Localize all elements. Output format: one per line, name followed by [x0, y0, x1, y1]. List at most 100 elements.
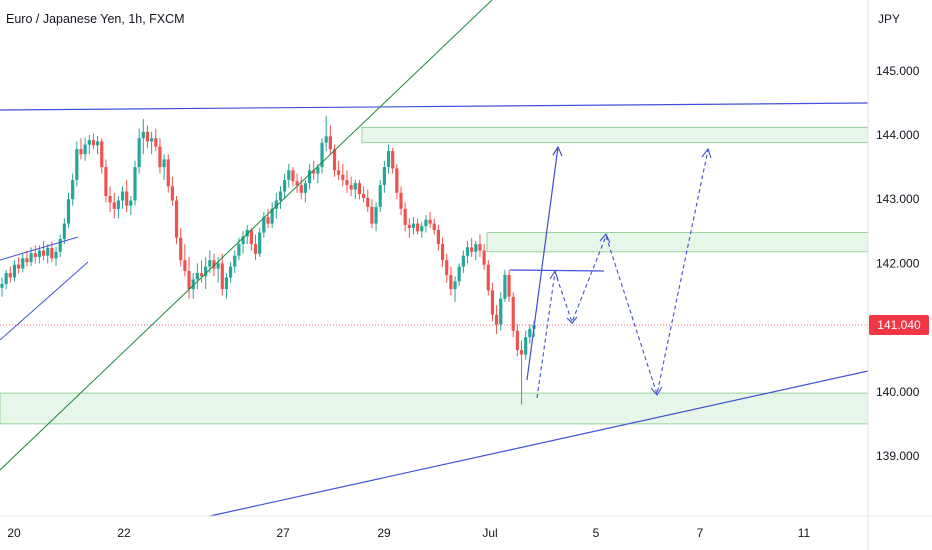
candle-body [403, 208, 407, 225]
candle-body [141, 131, 145, 139]
candle-body [120, 191, 125, 201]
projection-dashed-path[interactable] [536, 149, 709, 399]
candle-body [95, 141, 100, 146]
resistance-zone-top[interactable] [361, 126, 869, 144]
lower-support-trendline[interactable] [209, 370, 869, 517]
candle-body [270, 208, 274, 224]
candle-body [382, 167, 386, 186]
candle-body [75, 149, 79, 180]
candle-body [154, 138, 158, 147]
candle-body [62, 223, 66, 240]
projection-solid-arrow[interactable] [526, 145, 563, 381]
candle-body [162, 159, 166, 168]
candle-body [303, 183, 308, 193]
time-tick-label: 27 [276, 526, 290, 540]
candle-body [499, 298, 503, 325]
candle-body [515, 330, 519, 351]
projection-arrowheads [549, 147, 712, 396]
candle-body [253, 244, 258, 254]
candle-body [465, 247, 470, 256]
candle-body [486, 264, 490, 291]
candle-body [332, 149, 337, 171]
candle-body [420, 226, 424, 232]
candle-body [191, 279, 195, 290]
price-tick-label: 143.000 [876, 192, 920, 206]
candle-body [482, 250, 486, 265]
candle-body [37, 250, 42, 257]
candle-body [179, 237, 183, 261]
green-ascending-trendline[interactable] [0, 0, 493, 471]
candle-body [341, 174, 345, 180]
candle-body [224, 277, 229, 290]
time-tick-label: 5 [593, 526, 600, 540]
candle-body [461, 255, 465, 267]
candle-body [407, 224, 411, 229]
candle-body [424, 219, 428, 227]
candle-body [58, 239, 62, 252]
price-tick-label: 139.000 [876, 449, 920, 463]
candle-body [337, 170, 341, 175]
candle-body [328, 136, 332, 150]
short-horizontal-level[interactable] [509, 269, 605, 272]
candle-body [470, 247, 474, 252]
candle-body [54, 251, 58, 259]
candle-body [208, 260, 212, 267]
candle-body [295, 181, 299, 186]
time-tick-label: 29 [377, 526, 391, 540]
candle-body [41, 250, 46, 256]
candle-body [474, 244, 478, 252]
candle-body [150, 138, 154, 142]
candle-body [399, 192, 403, 209]
candle-body [183, 260, 187, 272]
candle-body [258, 232, 262, 254]
candle-body [307, 170, 312, 184]
candle-body [158, 146, 162, 168]
candle-body [349, 185, 353, 190]
candle-body [432, 223, 436, 231]
candle-body [195, 273, 199, 280]
candle-body [436, 230, 441, 245]
candle-body [204, 266, 208, 277]
candle-body [100, 141, 104, 168]
candle-body [174, 200, 179, 238]
candle-body [478, 244, 482, 251]
candle-body [274, 200, 278, 209]
candle-body [0, 283, 4, 288]
candle-body [291, 170, 295, 182]
candle-body [233, 255, 237, 267]
candle-body [416, 223, 420, 232]
time-axis[interactable]: 20 22 27 29 Jul 5 7 11 [7, 526, 810, 540]
time-tick-label: 20 [7, 526, 21, 540]
support-zone[interactable] [0, 392, 869, 425]
candle-body [283, 179, 287, 192]
candle-body [507, 274, 511, 297]
left-channel-upper-line[interactable] [0, 236, 79, 261]
candle-body [320, 142, 324, 168]
candle-body [490, 290, 495, 315]
candle-body [12, 264, 17, 278]
price-tick-label: 144.000 [876, 128, 920, 142]
time-tick-label: 22 [117, 526, 131, 540]
candle-body [345, 179, 349, 186]
candle-body [411, 223, 416, 229]
candle-body [386, 151, 391, 168]
time-tick-label: 11 [798, 526, 811, 540]
left-channel-lower-line[interactable] [0, 261, 89, 341]
candle-body [83, 144, 87, 155]
candle-body [241, 236, 245, 245]
candle-body [17, 264, 21, 269]
candle-body [129, 200, 133, 206]
candle-body [87, 140, 91, 145]
price-axis[interactable]: 145.000 144.000 143.000 142.000 140.000 139.0… [876, 64, 920, 463]
candle-body [91, 140, 96, 146]
candle-body [21, 258, 25, 269]
candle-body [519, 350, 524, 355]
candle-body [374, 206, 378, 224]
plot-background [0, 0, 868, 516]
candle-body [29, 253, 33, 263]
horizontal-resistance-trendline[interactable] [0, 102, 869, 111]
time-tick-label: 7 [697, 526, 704, 540]
candle-body [299, 185, 303, 193]
candle-body [312, 170, 316, 174]
